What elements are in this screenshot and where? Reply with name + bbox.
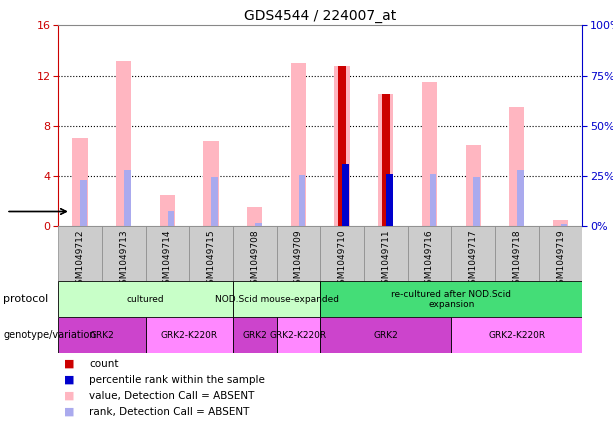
Bar	[451, 317, 582, 353]
Bar	[386, 173, 392, 226]
Text: GSM1049714: GSM1049714	[163, 229, 172, 290]
Text: GSM1049715: GSM1049715	[207, 229, 216, 290]
Text: GSM1049713: GSM1049713	[120, 229, 128, 290]
Text: GSM1049709: GSM1049709	[294, 229, 303, 290]
Bar	[233, 317, 276, 353]
Bar	[553, 220, 568, 226]
Bar	[364, 226, 408, 281]
Bar	[342, 164, 349, 226]
Text: GRK2: GRK2	[373, 331, 398, 340]
Text: GRK2: GRK2	[89, 331, 114, 340]
Bar	[338, 66, 346, 226]
Bar	[189, 226, 233, 281]
Text: cultured: cultured	[127, 295, 164, 304]
Bar	[465, 145, 481, 226]
Text: GSM1049711: GSM1049711	[381, 229, 390, 290]
Bar	[509, 107, 525, 226]
Text: ■: ■	[64, 359, 75, 369]
Text: rank, Detection Call = ABSENT: rank, Detection Call = ABSENT	[89, 407, 249, 417]
Text: percentile rank within the sample: percentile rank within the sample	[89, 375, 265, 385]
Bar	[167, 211, 174, 226]
Bar	[58, 281, 233, 317]
Text: GSM1049717: GSM1049717	[469, 229, 478, 290]
Text: protocol: protocol	[3, 294, 48, 304]
Bar	[146, 317, 233, 353]
Bar	[473, 177, 480, 226]
Text: GSM1049718: GSM1049718	[512, 229, 521, 290]
Bar	[80, 180, 87, 226]
Bar	[102, 226, 145, 281]
Bar	[495, 226, 539, 281]
Text: re-cultured after NOD.Scid
expansion: re-cultured after NOD.Scid expansion	[391, 290, 511, 309]
Bar	[291, 63, 306, 226]
Text: ■: ■	[64, 375, 75, 385]
Bar	[116, 60, 131, 226]
Bar	[247, 207, 262, 226]
Text: GRK2-K220R: GRK2-K220R	[270, 331, 327, 340]
Bar	[211, 177, 218, 226]
Bar	[204, 141, 219, 226]
Text: GSM1049710: GSM1049710	[338, 229, 346, 290]
Bar	[386, 173, 392, 226]
Bar	[160, 195, 175, 226]
Bar	[58, 317, 146, 353]
Bar	[72, 138, 88, 226]
Bar	[335, 66, 350, 226]
Bar	[299, 175, 305, 226]
Text: GRK2-K220R: GRK2-K220R	[489, 331, 546, 340]
Text: GSM1049719: GSM1049719	[556, 229, 565, 290]
Bar	[451, 226, 495, 281]
Bar	[233, 226, 276, 281]
Text: ■: ■	[64, 407, 75, 417]
Bar	[422, 82, 437, 226]
Title: GDS4544 / 224007_at: GDS4544 / 224007_at	[244, 9, 397, 23]
Bar	[58, 226, 102, 281]
Bar	[321, 281, 582, 317]
Text: GSM1049712: GSM1049712	[75, 229, 85, 290]
Text: NOD.Scid mouse-expanded: NOD.Scid mouse-expanded	[215, 295, 338, 304]
Bar	[255, 222, 262, 226]
Bar	[561, 224, 567, 226]
Bar	[276, 317, 320, 353]
Bar	[378, 94, 394, 226]
Bar	[233, 281, 321, 317]
Bar	[321, 317, 451, 353]
Bar	[539, 226, 582, 281]
Text: value, Detection Call = ABSENT: value, Detection Call = ABSENT	[89, 391, 254, 401]
Bar	[408, 226, 451, 281]
Text: GRK2-K220R: GRK2-K220R	[161, 331, 218, 340]
Bar	[146, 226, 189, 281]
Text: GRK2: GRK2	[242, 331, 267, 340]
Bar	[124, 170, 131, 226]
Bar	[321, 226, 364, 281]
Text: GSM1049716: GSM1049716	[425, 229, 434, 290]
Bar	[276, 226, 320, 281]
Text: ■: ■	[64, 391, 75, 401]
Text: count: count	[89, 359, 118, 369]
Bar	[342, 164, 349, 226]
Bar	[517, 170, 524, 226]
Bar	[430, 173, 436, 226]
Bar	[382, 94, 390, 226]
Text: genotype/variation: genotype/variation	[3, 330, 96, 340]
Text: GSM1049708: GSM1049708	[250, 229, 259, 290]
